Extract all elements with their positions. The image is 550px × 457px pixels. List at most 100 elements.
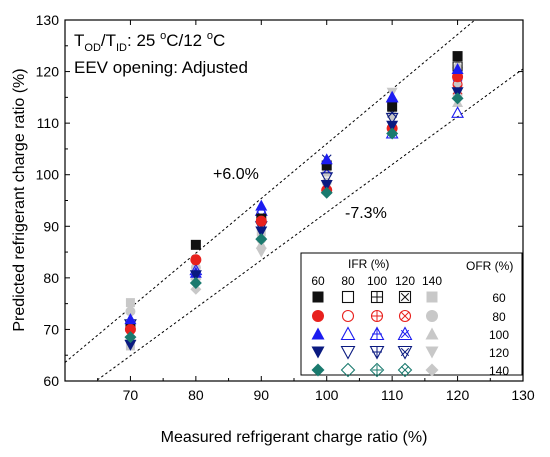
series-60-marker-1 (190, 239, 201, 250)
eev-opening-text: EEV opening: Adjusted (74, 58, 248, 77)
series-120-marker-4 (386, 120, 399, 132)
temperature-value-2: C/12 (166, 31, 207, 50)
marker-x-b (400, 329, 410, 339)
legend-ofr-value: 140 (489, 364, 509, 378)
y-tick-label: 110 (37, 115, 60, 131)
data-markers (123, 51, 465, 351)
series-120-marker-3 (320, 180, 333, 192)
x-axis-title: Measured refrigerant charge ratio (%) (161, 429, 428, 446)
error-bound-lines (65, 20, 523, 381)
legend-ifr-value: 80 (341, 274, 355, 288)
legend-marker-r2-c0 (311, 327, 325, 340)
legend-ofr-value: 120 (489, 346, 509, 360)
legend-marker-r1-c2 (370, 309, 384, 323)
series-60-marker-3 (321, 160, 332, 171)
legend-marker-r0-c3 (398, 290, 412, 304)
series-80-marker-2 (255, 215, 267, 227)
legend-items: 60 80 100 120 140 60 80 100 120 140 (311, 274, 509, 378)
series-100-marker-3 (320, 153, 333, 165)
degree-symbol-1: o (160, 30, 166, 42)
degree-symbol-2: o (207, 30, 213, 42)
x-tick-label: 130 (511, 387, 535, 403)
legend-marker-r0-c0 (312, 291, 324, 303)
upper-bound-line (65, 20, 476, 363)
legend-ofr-value: 60 (492, 291, 506, 305)
legend-marker-r1-c1 (341, 309, 355, 323)
y-tick-label: 130 (36, 12, 60, 28)
x-tick-label: 90 (253, 387, 269, 403)
upper-bound-label: +6.0% (213, 166, 259, 183)
legend-ifr-value: 100 (367, 274, 387, 288)
gray-marker-1 (125, 306, 136, 317)
legend-ofr-title: OFR (%) (466, 259, 513, 273)
x-tick-label: 70 (123, 387, 139, 403)
lower-bound-label: -7.3% (345, 205, 387, 222)
legend-marker-r3-c3 (397, 345, 413, 360)
series-140-marker-0 (124, 331, 137, 344)
marker-x-b (400, 311, 410, 321)
gray-marker-25 (453, 82, 463, 92)
legend-marker-r4-c1 (340, 362, 356, 378)
temperature-id-subscript: ID (116, 42, 127, 54)
legend-ifr-title: IFR (%) (348, 257, 389, 271)
legend-marker-r1-c3 (398, 309, 412, 323)
gray-marker-0 (125, 298, 135, 308)
series-140-marker-3 (320, 186, 333, 199)
y-tick-label: 60 (43, 373, 59, 389)
gray-marker-21 (387, 110, 398, 121)
x-tick-label: 120 (446, 387, 470, 403)
y-tick-label: 70 (43, 321, 59, 337)
temperature-od-subscript: OD (84, 42, 101, 54)
open-marker-7 (320, 172, 334, 184)
series-100-marker-0 (124, 313, 137, 325)
temperature-value-1: : 25 (127, 31, 160, 50)
temperature-slash-t: /T (101, 31, 116, 50)
x-tick-label: 80 (188, 387, 204, 403)
legend-ifr-value: 140 (422, 274, 442, 288)
series-140-marker-4 (386, 127, 399, 140)
marker-x-b (400, 347, 410, 357)
temperature-condition-text: TOD/TID: 25 oC/12 oC (74, 30, 225, 54)
series-140-marker-1 (189, 277, 202, 290)
legend-marker-r0-c4 (426, 291, 438, 303)
open-marker-11 (385, 112, 399, 125)
y-tick-label: 100 (36, 167, 60, 183)
series-100-marker-4 (386, 91, 399, 103)
y-tick-label: 80 (43, 270, 59, 286)
marker-x-b (400, 365, 410, 375)
marker-x-b (400, 292, 410, 302)
x-tick-label: 110 (381, 387, 404, 403)
open-marker-14 (451, 106, 465, 118)
temperature-t-label: T (74, 31, 84, 50)
series-100-marker-5 (451, 62, 464, 74)
legend-marker-r4-c4 (425, 363, 439, 377)
series-140-marker-5 (451, 92, 464, 105)
gray-marker-13 (255, 247, 267, 258)
series-80-marker-1 (190, 254, 202, 266)
y-tick-label: 120 (36, 64, 60, 80)
legend-ifr-value: 60 (311, 274, 325, 288)
legend-marker-r4-c0 (311, 363, 325, 377)
legend-marker-r1-c4 (426, 310, 438, 322)
y-tick-label: 90 (43, 218, 59, 234)
legend-marker-r2-c3 (397, 326, 413, 341)
legend-marker-r4-c3 (397, 362, 413, 378)
legend-marker-r0-c1 (341, 290, 355, 304)
legend-box (300, 252, 523, 376)
legend-marker-r2-c1 (340, 326, 356, 341)
legend-marker-r4-c2 (369, 362, 385, 378)
gray-marker-9 (190, 283, 202, 295)
x-tick-label: 100 (315, 387, 339, 403)
series-60-marker-5 (452, 51, 463, 62)
series-120-marker-2 (255, 226, 268, 238)
legend-ofr-value: 80 (492, 310, 506, 324)
series-120-marker-0 (124, 339, 137, 351)
y-axis-title: Predicted refrigerant charge ratio (%) (11, 68, 28, 331)
series-120-marker-1 (189, 270, 202, 282)
legend-marker-r1-c0 (312, 310, 324, 322)
axis-ticks: 70 80 90 100 110 120 130 60 70 80 90 100 110 120 130 (36, 12, 535, 403)
legend-marker-r0-c2 (370, 290, 384, 304)
series-80-marker-0 (124, 323, 136, 335)
